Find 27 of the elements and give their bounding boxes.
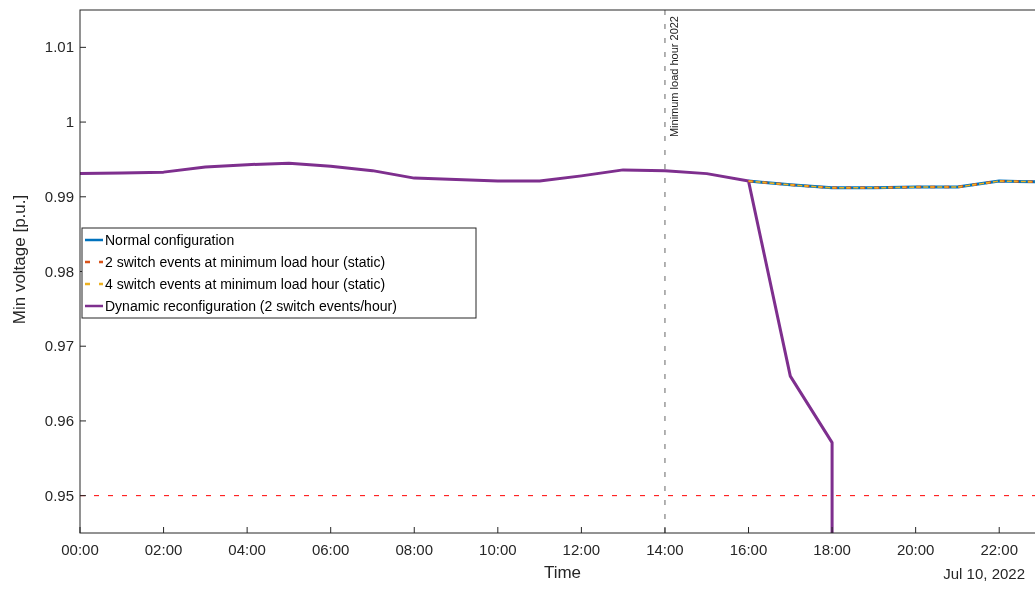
x-tick-label: 18:00 bbox=[813, 541, 851, 558]
y-axis-title: Min voltage [p.u.] bbox=[10, 194, 29, 325]
x-tick-label: 20:00 bbox=[896, 541, 935, 558]
legend-label: 2 switch events at minimum load hour (static) bbox=[105, 254, 386, 270]
y-tick-label: 0.95 bbox=[44, 486, 74, 504]
y-tick-label: 0.98 bbox=[44, 262, 74, 280]
y-tick-label: 0.97 bbox=[44, 337, 74, 355]
x-tick-label: 04:00 bbox=[228, 541, 266, 558]
legend-label: 4 switch events at minimum load hour (static) bbox=[105, 276, 386, 292]
legend-label: Normal configuration bbox=[105, 232, 235, 248]
x-tick-label: 10:00 bbox=[479, 541, 517, 558]
y-tick-label: 0.96 bbox=[44, 411, 74, 429]
legend-label: Dynamic reconfiguration (2 switch events/hour) bbox=[105, 298, 397, 314]
y-tick-label: 1 bbox=[65, 113, 74, 131]
x-tick-label: 00:00 bbox=[61, 541, 99, 558]
x-tick-label: 02:00 bbox=[144, 541, 183, 558]
ref-line-label: Minimum load hour 2022 bbox=[667, 16, 680, 138]
x-tick-label: 12:00 bbox=[562, 541, 601, 558]
y-tick-label: 0.99 bbox=[44, 187, 74, 205]
x-axis-title: Time bbox=[543, 563, 582, 582]
x-tick-label: 14:00 bbox=[646, 541, 684, 558]
x-tick-label: 06:00 bbox=[311, 541, 350, 558]
x-tick-label: 16:00 bbox=[729, 541, 768, 558]
x-tick-label: 08:00 bbox=[395, 541, 434, 558]
y-tick-label: 1.01 bbox=[44, 38, 74, 56]
text: Jul 10, 2022 bbox=[943, 565, 1025, 582]
x-tick-label: 22:00 bbox=[980, 541, 1018, 558]
